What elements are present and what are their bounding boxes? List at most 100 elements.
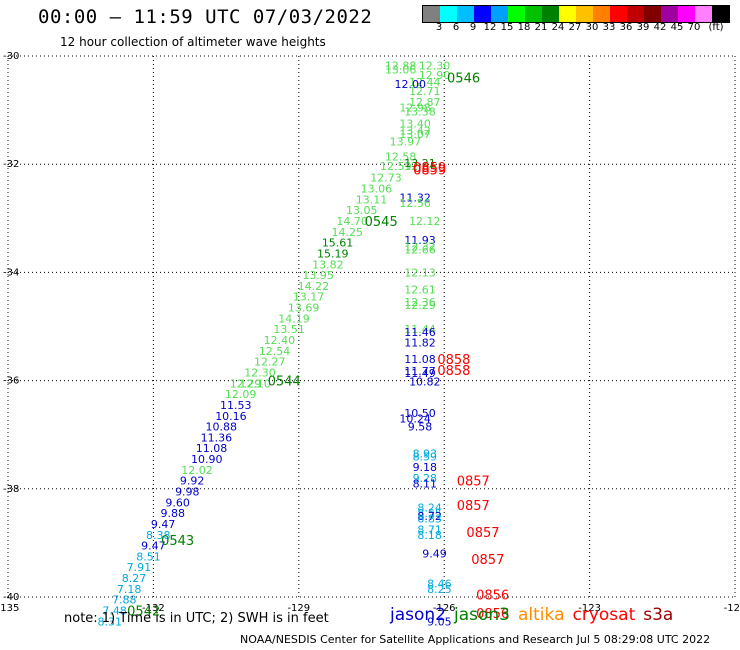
pass-time-label: 0859 — [413, 161, 446, 176]
wave-height-label: 10.24 — [399, 412, 431, 425]
y-tick-label: -30 — [3, 51, 19, 62]
wave-height-label: 11.53 — [220, 399, 252, 412]
wave-height-label: 8.27 — [122, 572, 147, 585]
x-tick-label: -132 — [142, 603, 165, 614]
wave-height-label: 7.18 — [117, 583, 142, 596]
wave-height-label: 13.06 — [361, 183, 393, 196]
wave-height-label: 12.90 — [419, 69, 451, 82]
pass-time-label: 0857 — [457, 475, 490, 490]
wave-height-label: 12.59 — [380, 160, 412, 173]
wave-height-label: 11.49 — [404, 367, 436, 380]
wave-height-label: 12.44 — [409, 76, 441, 89]
colorbar-swatch — [576, 6, 593, 22]
wave-height-label: 12.32 — [404, 240, 436, 253]
colorbar-label: 70 — [687, 22, 701, 33]
colorbar-label: 9 — [469, 22, 477, 33]
wave-height-label: 12.30 — [244, 366, 276, 379]
wave-height-label: 13.06 — [385, 64, 417, 77]
page-title: 00:00 – 11:59 UTC 07/03/2022 — [38, 6, 373, 28]
colorbar-label: 42 — [653, 22, 667, 33]
wave-height-label: 8.46 — [427, 577, 452, 590]
pass-time-label: 0857 — [471, 553, 504, 568]
wave-height-label: 10.50 — [404, 407, 436, 420]
wave-height-label: 11.32 — [399, 192, 431, 205]
pass-time-label: 0858 — [437, 353, 470, 368]
colorbar-label: 21 — [534, 22, 548, 33]
wave-height-label: 13.40 — [399, 118, 431, 131]
x-tick-label: -135 — [0, 603, 19, 614]
wave-height-label: 7.48 — [102, 605, 127, 618]
colorbar-swatch — [474, 6, 491, 22]
wave-height-label: 14.25 — [332, 226, 364, 239]
wave-height-label: 12.00 — [395, 78, 427, 91]
wave-height-label: 12.58 — [385, 151, 417, 164]
colorbar-swatch — [644, 6, 661, 22]
pass-time-label: 0857 — [457, 499, 490, 514]
pass-time-label: 0546 — [447, 72, 480, 87]
wave-height-label: 13.42 — [399, 125, 431, 138]
wave-height-label: 12.71 — [409, 85, 441, 98]
wave-height-label: 13.69 — [288, 302, 320, 315]
wave-height-label: 11.44 — [404, 323, 436, 336]
wave-height-label: 13.17 — [293, 291, 325, 304]
satellite-legend: jason2 jason3 altika cryosat s3a — [390, 605, 681, 625]
wave-height-label: 11.82 — [404, 337, 436, 350]
colorbar-swatch — [542, 6, 559, 22]
pass-time-label: 0856 — [476, 607, 509, 622]
wave-height-label: 11.08 — [196, 442, 228, 455]
wave-height-label: 12.87 — [409, 96, 441, 109]
wave-height-label: 13.97 — [390, 135, 422, 148]
colorbar-label: 27 — [568, 22, 582, 33]
legend-item-jason2: jason2 — [390, 605, 446, 625]
y-tick-label: -32 — [3, 159, 19, 170]
colorbar-swatch — [627, 6, 644, 22]
colorbar-label: 39 — [636, 22, 650, 33]
colorbar-labels: 3 6 9 12 15 18 21 24 27 30 33 36 39 42 45 70 (ft) — [422, 22, 740, 34]
wave-height-label: 11.08 — [404, 353, 436, 366]
wave-height-label: 9.47 — [141, 540, 166, 553]
wave-height-label: 12.56 — [399, 197, 431, 210]
wave-height-label: 12.29 — [230, 377, 262, 390]
wave-height-label: 13.82 — [312, 258, 344, 271]
pass-time-label: 0859 — [413, 164, 446, 179]
wave-height-label: 11.36 — [201, 431, 233, 444]
wave-height-label: 8.18 — [417, 529, 442, 542]
wave-height-label: 12.98 — [399, 101, 431, 114]
wave-height-label: 7.91 — [127, 561, 152, 574]
legend-item-jason3: jason3 — [454, 605, 510, 625]
wave-height-label: 9.18 — [413, 461, 438, 474]
colorbar-label: 12 — [483, 22, 497, 33]
colorbar-label: 18 — [517, 22, 531, 33]
wave-height-label: 13.38 — [404, 106, 436, 119]
wave-height-label: 12.29 — [404, 299, 436, 312]
x-tick-label: -126 — [433, 603, 456, 614]
wave-height-label: 12.10 — [239, 377, 271, 390]
wave-height-label: 12.09 — [225, 388, 257, 401]
colorbar — [422, 5, 730, 23]
footer-note: note: 1) Time is in UTC; 2) SWH is in fe… — [64, 611, 329, 626]
wave-height-label: 12.12 — [409, 215, 441, 228]
wave-height-label: 8.72 — [417, 510, 442, 523]
colorbar-label: 36 — [619, 22, 633, 33]
wave-height-label: 9.58 — [408, 421, 433, 434]
colorbar-swatch — [491, 6, 508, 22]
wave-height-label: 14.70 — [336, 215, 368, 228]
wave-height-label: 13.21 — [404, 157, 436, 170]
colorbar-swatch — [593, 6, 610, 22]
pass-time-label: 0545 — [365, 215, 398, 230]
wave-height-label: 7.88 — [112, 594, 137, 607]
wave-height-label: 12.88 — [385, 60, 417, 73]
wave-height-label: 9.92 — [180, 475, 205, 488]
wave-height-label: 11.77 — [404, 365, 436, 378]
colorbar-swatch — [661, 6, 678, 22]
wave-height-label: 12.02 — [181, 464, 213, 477]
wave-height-label: 12.64 — [404, 160, 436, 173]
page-subtitle: 12 hour collection of altimeter wave hei… — [60, 35, 326, 49]
colorbar-label: 15 — [500, 22, 514, 33]
wave-height-label: 13.05 — [346, 204, 378, 217]
wave-height-label: 12.30 — [419, 60, 451, 73]
wave-height-label: 13.95 — [302, 269, 334, 282]
wave-height-label: 15.19 — [317, 247, 349, 260]
footer-credit: NOAA/NESDIS Center for Satellite Applica… — [240, 633, 711, 646]
wave-height-label: 9.98 — [175, 486, 200, 499]
